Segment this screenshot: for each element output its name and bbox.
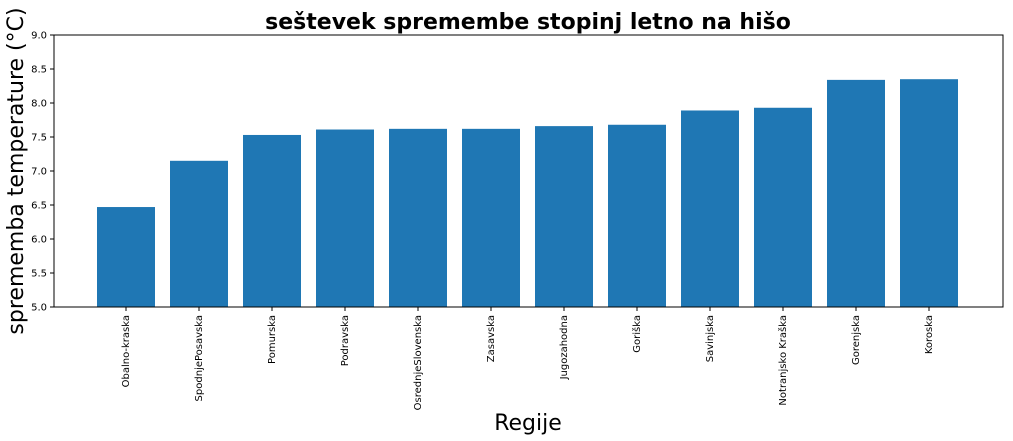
y-tick-label: 6.0 [31,235,47,246]
y-tick-label: 8.0 [31,99,47,110]
bar-5 [462,128,520,307]
x-tick-label: OsrednjeSlovenska [413,315,424,410]
y-axis-label: sprememba temperature (°C) [4,7,29,334]
x-tick-label: SpodnjePosavska [194,315,205,401]
bar-2 [243,134,301,307]
x-tick-label: Pomurska [267,315,278,364]
y-tick-label: 7.5 [31,133,47,144]
x-tick-label: Savinjska [705,315,716,362]
bar-0 [97,207,155,307]
x-tick-label: Notranjsko Kraška [777,315,789,406]
bar-10 [827,79,885,307]
y-tick-label: 7.0 [31,167,47,178]
bar-11 [900,79,958,307]
plot-frame [53,34,1004,308]
bar-7 [608,124,666,307]
x-tick-label: Jugozahodna [559,315,570,380]
x-tick-label: Gorenjska [851,315,862,365]
x-tick-label: Koroska [924,315,935,354]
bar-6 [535,126,593,308]
bar-8 [681,110,739,307]
x-tick-label: Zasavska [486,315,497,362]
x-tick-label: Podravska [340,315,351,366]
bar-9 [754,107,812,307]
y-tick-label: 5.5 [31,269,47,280]
x-tick-label: Obalno-kraska [121,315,132,387]
bar-1 [170,160,228,307]
x-axis: Obalno-kraska SpodnjePosavska Pomurska Podr… [121,307,935,410]
chart-title: seštevek spremembe stopinj letno na hišo [265,10,791,35]
y-axis: 5.0 5.5 6.0 6.5 7.0 7.5 8.0 8.5 9.0 [31,31,54,314]
x-axis-label: Regije [494,411,562,436]
y-tick-label: 9.0 [31,31,47,42]
bars [97,79,958,308]
y-tick-label: 5.0 [31,303,47,314]
bar-4 [389,128,447,307]
y-tick-label: 6.5 [31,201,47,212]
y-tick-label: 8.5 [31,65,47,76]
bar-3 [316,129,374,307]
x-tick-label: Goriška [631,315,643,353]
